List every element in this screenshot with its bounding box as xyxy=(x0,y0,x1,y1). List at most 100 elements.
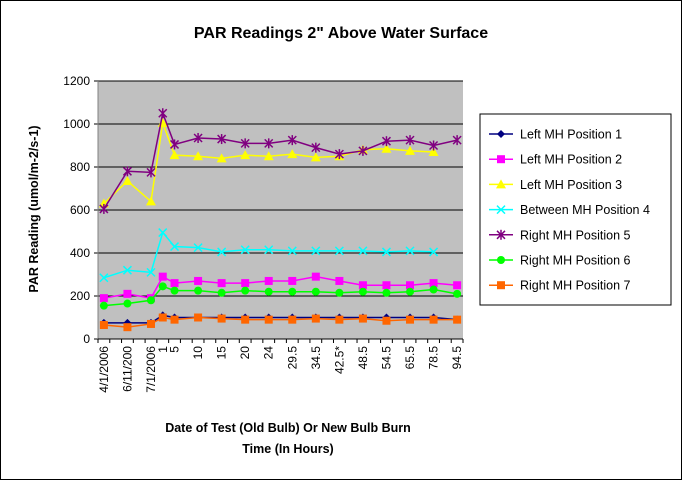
data-point xyxy=(406,315,415,324)
data-point xyxy=(288,287,297,296)
data-point xyxy=(193,132,203,143)
data-point xyxy=(428,146,439,156)
data-point xyxy=(382,316,391,325)
data-point xyxy=(241,315,250,324)
data-point xyxy=(429,285,438,294)
data-point xyxy=(158,228,168,238)
x-tick-label: 48.5 xyxy=(356,346,370,370)
data-point xyxy=(146,296,155,305)
x-tick-label: 20 xyxy=(238,346,252,360)
legend-entry-5: Right MH Position 5 xyxy=(489,228,631,242)
x-tick-label: 94.5 xyxy=(450,346,464,370)
data-point xyxy=(217,247,227,257)
data-point xyxy=(122,166,132,177)
series-6 xyxy=(99,282,462,310)
data-point xyxy=(405,145,416,155)
data-point xyxy=(288,276,297,285)
data-point xyxy=(217,288,226,297)
data-point xyxy=(311,272,320,281)
series-5 xyxy=(99,108,462,214)
data-point xyxy=(194,313,203,322)
y-tick-label: 600 xyxy=(70,203,90,217)
x-tick-label: 4/1/2006 xyxy=(97,346,111,393)
data-point xyxy=(146,267,156,277)
data-point xyxy=(358,287,367,296)
data-point xyxy=(335,276,344,285)
chart-title: PAR Readings 2" Above Water Surface xyxy=(194,25,488,42)
y-tick-label: 0 xyxy=(83,332,90,346)
legend-swatch-marker xyxy=(497,256,505,264)
data-point xyxy=(453,289,462,298)
data-point xyxy=(193,151,204,161)
legend-entry-4: Between MH Position 4 xyxy=(489,203,650,217)
data-point xyxy=(170,139,180,150)
legend-label: Left MH Position 3 xyxy=(520,178,622,192)
data-point xyxy=(240,245,250,255)
data-point xyxy=(217,134,227,145)
x-tick-label: 10 xyxy=(191,346,205,360)
data-point xyxy=(358,314,367,323)
data-point xyxy=(170,286,179,295)
data-point xyxy=(217,314,226,323)
x-tick-label: 24 xyxy=(262,346,276,360)
data-point xyxy=(193,243,203,253)
data-point xyxy=(241,286,250,295)
data-point xyxy=(123,299,132,308)
data-point xyxy=(158,108,168,119)
legend-entry-3: Left MH Position 3 xyxy=(489,178,622,192)
data-point xyxy=(335,315,344,324)
data-point xyxy=(382,288,391,297)
data-point xyxy=(311,287,320,296)
data-point xyxy=(264,315,273,324)
data-point xyxy=(123,323,132,332)
data-point xyxy=(382,281,391,290)
data-point xyxy=(310,152,321,162)
legend-label: Right MH Position 7 xyxy=(520,279,631,293)
data-point xyxy=(99,321,108,330)
legend-label: Left MH Position 1 xyxy=(520,128,622,142)
data-point xyxy=(194,286,203,295)
series-7 xyxy=(99,313,462,332)
data-point xyxy=(240,150,251,160)
data-point xyxy=(170,279,179,288)
data-point xyxy=(381,247,391,257)
data-point xyxy=(264,276,273,285)
x-tick-label: 65.5 xyxy=(403,346,417,370)
y-tick-label: 1000 xyxy=(63,117,90,131)
data-point xyxy=(429,140,439,151)
series-4 xyxy=(99,228,439,283)
legend-entry-1: Left MH Position 1 xyxy=(489,128,622,142)
legend-entry-7: Right MH Position 7 xyxy=(489,279,631,293)
data-point xyxy=(358,246,368,256)
series-line-4 xyxy=(103,231,434,279)
data-point xyxy=(429,279,438,288)
data-point xyxy=(122,265,132,275)
x-tick-label: 5 xyxy=(168,346,182,353)
data-point xyxy=(287,135,297,146)
legend-label: Left MH Position 2 xyxy=(520,153,622,167)
legend-swatch-marker xyxy=(496,229,506,240)
data-point xyxy=(158,282,167,291)
y-tick-label: 1200 xyxy=(63,74,90,88)
series-line-3 xyxy=(103,122,434,205)
y-tick-label: 400 xyxy=(70,246,90,260)
data-point xyxy=(99,294,108,303)
legend-label: Right MH Position 5 xyxy=(520,228,631,242)
data-point xyxy=(158,313,167,322)
data-point xyxy=(99,203,109,214)
data-point xyxy=(241,279,250,288)
x-axis-label-line-2: Time (In Hours) xyxy=(242,442,333,456)
x-tick-label: 34.5 xyxy=(309,346,323,370)
data-point xyxy=(311,142,321,153)
data-point xyxy=(381,136,391,147)
data-point xyxy=(406,287,415,296)
legend-entry-2: Left MH Position 2 xyxy=(489,153,622,167)
data-point xyxy=(358,145,368,156)
legend-swatch-marker xyxy=(496,179,506,189)
data-point xyxy=(358,281,367,290)
data-point xyxy=(287,246,297,256)
data-point xyxy=(263,151,274,161)
data-point xyxy=(311,314,320,323)
data-point xyxy=(453,315,462,324)
data-point xyxy=(264,287,273,296)
